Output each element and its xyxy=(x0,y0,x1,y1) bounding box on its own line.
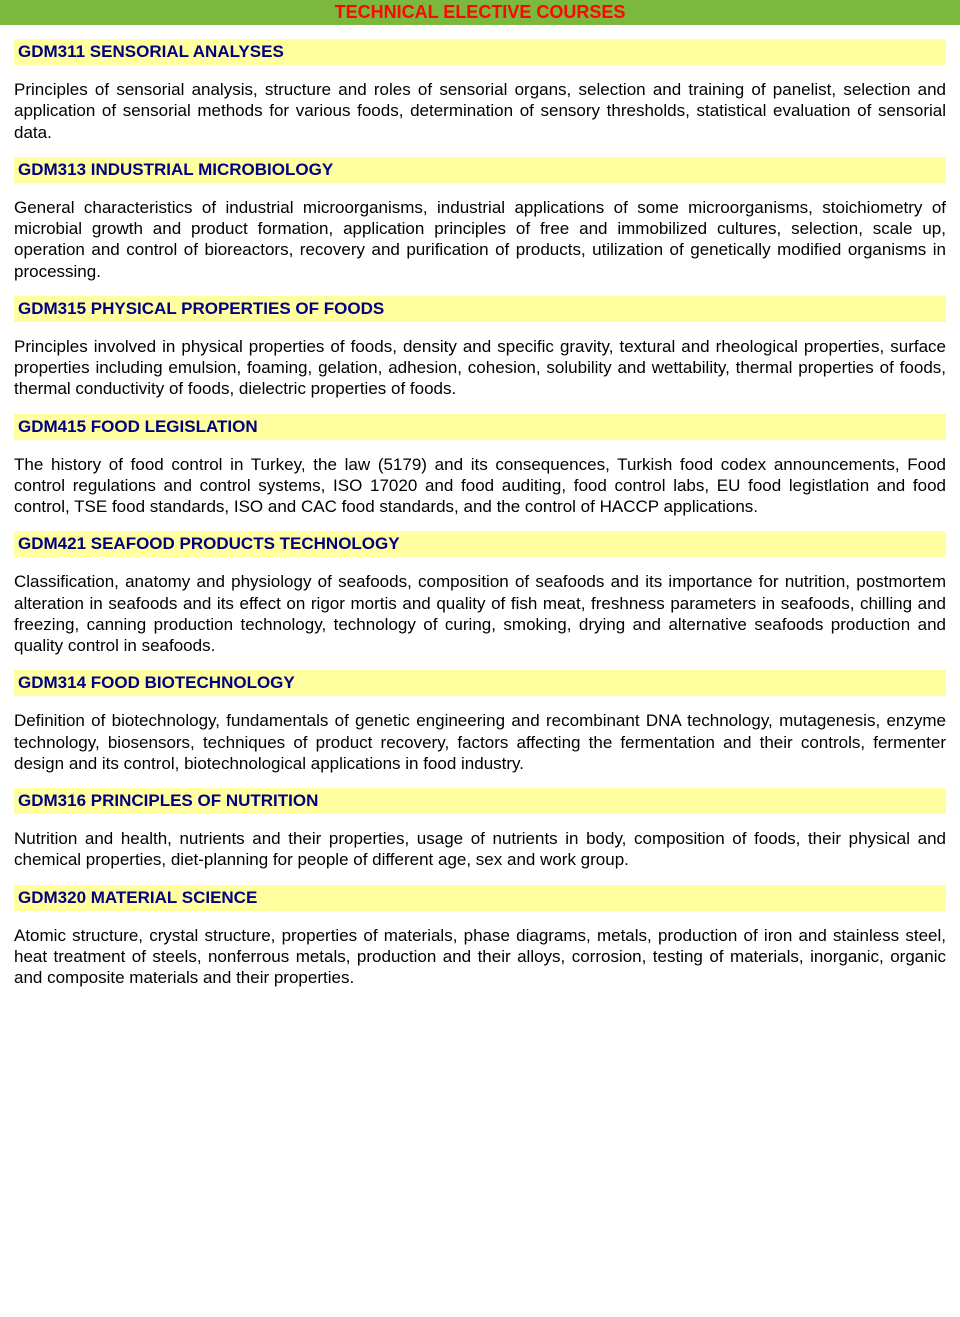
page-header: TECHNICAL ELECTIVE COURSES xyxy=(0,0,960,25)
page-container: TECHNICAL ELECTIVE COURSES GDM311 SENSOR… xyxy=(0,0,960,988)
course-title: GDM311 SENSORIAL ANALYSES xyxy=(14,39,946,65)
course-title: GDM320 MATERIAL SCIENCE xyxy=(14,885,946,911)
course-description: Classification, anatomy and physiology o… xyxy=(14,571,946,656)
course-title: GDM315 PHYSICAL PROPERTIES OF FOODS xyxy=(14,296,946,322)
course-description: Principles involved in physical properti… xyxy=(14,336,946,400)
course-title: GDM313 INDUSTRIAL MICROBIOLOGY xyxy=(14,157,946,183)
course-description: Principles of sensorial analysis, struct… xyxy=(14,79,946,143)
course-description: The history of food control in Turkey, t… xyxy=(14,454,946,518)
course-description: Definition of biotechnology, fundamental… xyxy=(14,710,946,774)
course-title: GDM415 FOOD LEGISLATION xyxy=(14,414,946,440)
course-description: Atomic structure, crystal structure, pro… xyxy=(14,925,946,989)
course-title: GDM316 PRINCIPLES OF NUTRITION xyxy=(14,788,946,814)
course-title: GDM314 FOOD BIOTECHNOLOGY xyxy=(14,670,946,696)
course-title: GDM421 SEAFOOD PRODUCTS TECHNOLOGY xyxy=(14,531,946,557)
course-description: Nutrition and health, nutrients and thei… xyxy=(14,828,946,871)
course-description: General characteristics of industrial mi… xyxy=(14,197,946,282)
content-wrapper: GDM311 SENSORIAL ANALYSES Principles of … xyxy=(0,39,960,988)
